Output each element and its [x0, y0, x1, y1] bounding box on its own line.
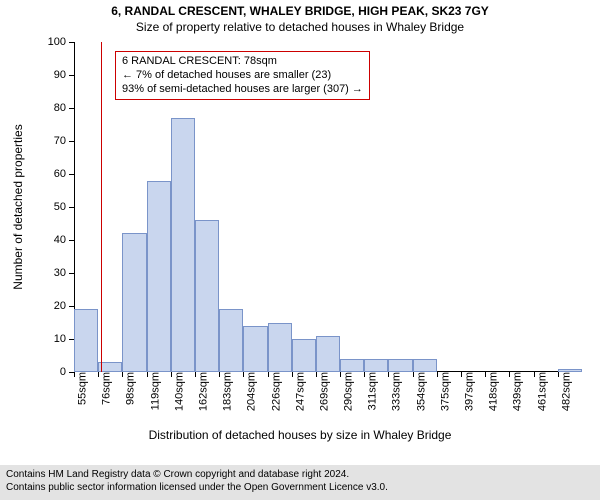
- histogram-bar: [147, 181, 171, 372]
- chart-title-line1: 6, RANDAL CRESCENT, WHALEY BRIDGE, HIGH …: [0, 4, 600, 18]
- x-tick: 333sqm: [383, 372, 403, 411]
- histogram-bar: [195, 220, 219, 372]
- y-tick: 70: [54, 135, 74, 147]
- x-tick: 375sqm: [431, 372, 451, 411]
- x-tick: 162sqm: [189, 372, 209, 411]
- footer-line-1: Contains HM Land Registry data © Crown c…: [6, 469, 594, 482]
- x-tick: 247sqm: [286, 372, 306, 411]
- x-tick: 55sqm: [69, 372, 89, 405]
- histogram-bar: [243, 326, 267, 372]
- chart-title-line2: Size of property relative to detached ho…: [0, 20, 600, 34]
- y-tick: 90: [54, 69, 74, 81]
- x-tick: 140sqm: [165, 372, 185, 411]
- y-tick: 50: [54, 201, 74, 213]
- y-tick: 20: [54, 300, 74, 312]
- callout-line: 93% of semi-detached houses are larger (…: [122, 83, 363, 97]
- x-tick: 204sqm: [238, 372, 258, 411]
- histogram-bar: [388, 359, 412, 372]
- reference-callout: 6 RANDAL CRESCENT: 78sqm← 7% of detached…: [115, 51, 370, 100]
- histogram-bar: [74, 309, 98, 372]
- footer: Contains HM Land Registry data © Crown c…: [0, 465, 600, 500]
- histogram-bar: [340, 359, 364, 372]
- x-tick: 76sqm: [93, 372, 113, 405]
- histogram-bar: [98, 362, 122, 372]
- x-tick: 418sqm: [480, 372, 500, 411]
- plot-area: 6 RANDAL CRESCENT: 78sqm← 7% of detached…: [74, 42, 582, 372]
- y-tick: 80: [54, 102, 74, 114]
- y-tick: 60: [54, 168, 74, 180]
- histogram-bar: [413, 359, 437, 372]
- x-tick: 119sqm: [141, 372, 161, 410]
- x-tick: 311sqm: [359, 372, 379, 410]
- y-tick: 10: [54, 333, 74, 345]
- x-tick: 226sqm: [262, 372, 282, 411]
- x-tick: 397sqm: [456, 372, 476, 411]
- x-axis-label: Distribution of detached houses by size …: [0, 428, 600, 442]
- chart-container: { "title_line1": "6, RANDAL CRESCENT, WH…: [0, 0, 600, 500]
- x-tick: 354sqm: [407, 372, 427, 411]
- x-tick: 98sqm: [117, 372, 137, 405]
- histogram-bar: [316, 336, 340, 372]
- y-tick: 100: [48, 36, 74, 48]
- callout-line: ← 7% of detached houses are smaller (23): [122, 69, 363, 83]
- footer-line-2: Contains public sector information licen…: [6, 482, 594, 495]
- x-tick: 183sqm: [214, 372, 234, 411]
- y-axis-label: Number of detached properties: [11, 124, 25, 289]
- x-tick: 269sqm: [310, 372, 330, 411]
- x-tick: 461sqm: [528, 372, 548, 411]
- histogram-bar: [268, 323, 292, 373]
- x-tick: 439sqm: [504, 372, 524, 411]
- callout-line: 6 RANDAL CRESCENT: 78sqm: [122, 55, 363, 69]
- histogram-bar: [171, 118, 195, 372]
- histogram-bar: [292, 339, 316, 372]
- reference-line: [101, 42, 102, 372]
- x-tick: 290sqm: [335, 372, 355, 411]
- y-tick: 40: [54, 234, 74, 246]
- y-tick: 30: [54, 267, 74, 279]
- histogram-bar: [364, 359, 388, 372]
- histogram-bar: [219, 309, 243, 372]
- histogram-bar: [122, 233, 146, 372]
- x-tick: 482sqm: [552, 372, 572, 411]
